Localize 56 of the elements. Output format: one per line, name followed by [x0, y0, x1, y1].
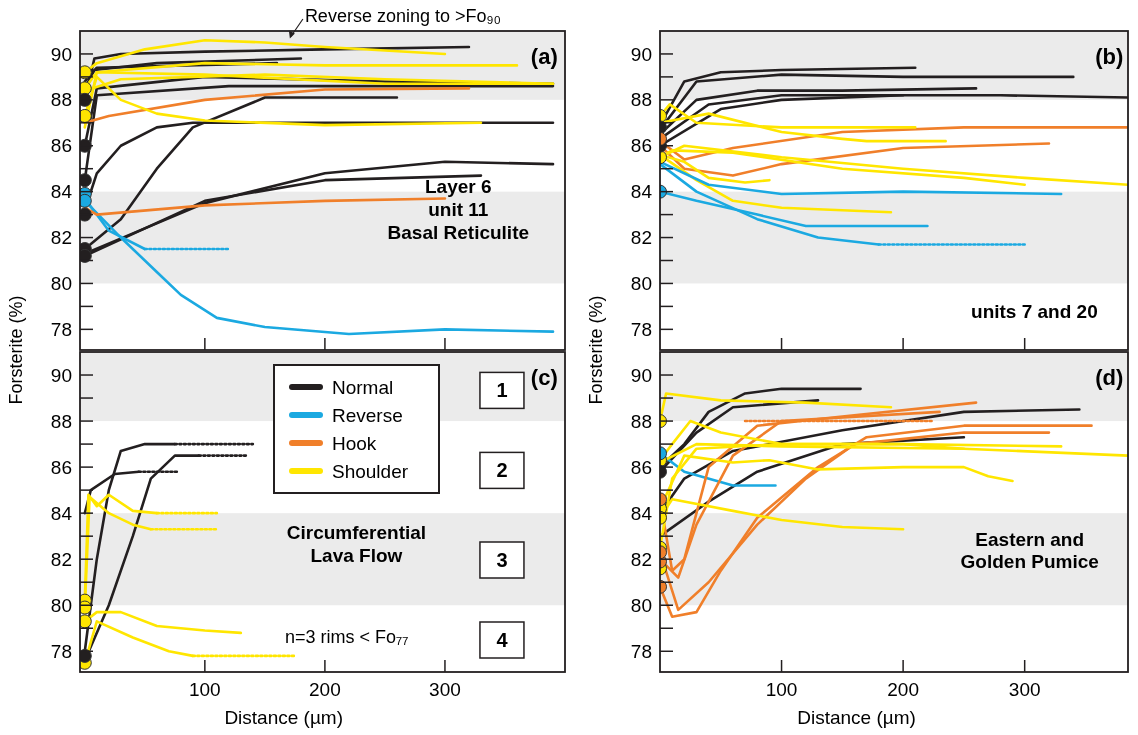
- y-tick-label: 86: [630, 456, 652, 478]
- x-tick-label: 300: [429, 679, 461, 700]
- y-tick-label: 86: [50, 135, 72, 157]
- y-tick-label: 88: [630, 410, 652, 432]
- annotation: Eastern and Golden Pumice: [960, 528, 1099, 573]
- legend-label: Normal: [332, 376, 394, 398]
- y-tick-label: 80: [50, 273, 72, 295]
- legend-label: Shoulder: [332, 460, 409, 482]
- annotation: (a): [530, 44, 558, 70]
- y-tick-label: 84: [50, 502, 73, 524]
- y-tick-label: 84: [50, 181, 73, 203]
- y-axis-title: Forsterite (%): [6, 295, 26, 405]
- annotation: (b): [1095, 44, 1124, 70]
- y-tick-label: 82: [50, 227, 72, 249]
- x-tick-label: 100: [189, 679, 221, 700]
- y-tick-label: 80: [630, 594, 652, 616]
- annotation: 4: [496, 629, 509, 651]
- x-tick-label: 200: [309, 679, 341, 700]
- annotation: 3: [496, 549, 508, 571]
- y-tick-label: 88: [50, 89, 72, 111]
- y-tick-label: 90: [50, 43, 72, 65]
- legend-label: Hook: [332, 432, 377, 454]
- y-tick-label: 82: [630, 227, 652, 249]
- annotation: Circumferential Lava Flow: [286, 522, 427, 567]
- y-tick-label: 84: [630, 502, 653, 524]
- y-tick-label: 78: [50, 640, 72, 662]
- annotation: 2: [496, 459, 508, 482]
- y-tick-label: 78: [50, 319, 72, 340]
- x-axis-title: Distance (µm): [797, 707, 916, 728]
- y-axis-title: Forsterite (%): [586, 295, 606, 405]
- y-tick-label: 78: [630, 319, 652, 340]
- y-tick-label: 90: [630, 43, 652, 65]
- annotation: n=3 rims < Fo₇₇: [285, 627, 409, 648]
- x-tick-label: 300: [1008, 679, 1041, 700]
- x-tick-label: 100: [765, 679, 798, 700]
- y-tick-label: 90: [630, 364, 652, 386]
- y-tick-label: 80: [630, 273, 652, 295]
- y-tick-label: 86: [50, 456, 72, 478]
- annotation: Reverse zoning to >Fo₉₀: [304, 6, 502, 26]
- x-axis-title: Distance (µm): [224, 707, 344, 728]
- y-tick-label: 90: [50, 364, 72, 386]
- annotation: Layer 6 unit 11 Basal Reticulite: [387, 176, 530, 244]
- legend-label: Reverse: [332, 404, 403, 426]
- x-tick-label: 200: [887, 679, 919, 700]
- y-tick-label: 82: [50, 548, 72, 570]
- annotation: (c): [530, 365, 558, 391]
- y-tick-label: 82: [630, 548, 652, 570]
- y-tick-label: 84: [630, 181, 653, 203]
- y-tick-label: 86: [630, 135, 652, 157]
- y-tick-label: 78: [630, 640, 652, 662]
- y-tick-label: 88: [630, 89, 652, 111]
- y-tick-label: 80: [50, 594, 72, 616]
- annotation: (d): [1095, 365, 1124, 391]
- annotation: units 7 and 20: [971, 301, 1098, 323]
- annotation: 1: [496, 379, 508, 402]
- y-tick-label: 88: [50, 410, 72, 432]
